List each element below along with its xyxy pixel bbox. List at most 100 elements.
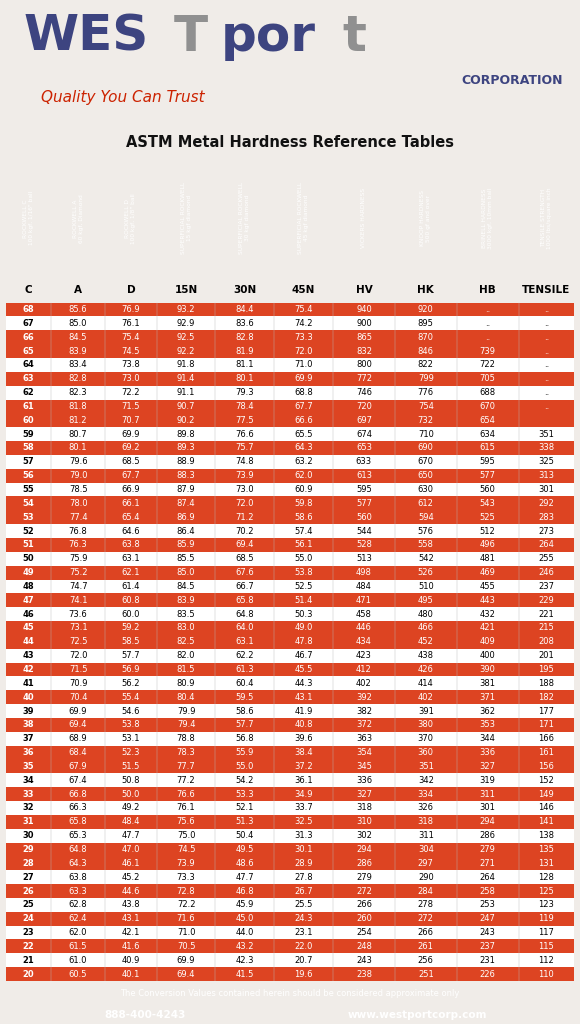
Text: C: C [25, 286, 32, 295]
Text: 48.6: 48.6 [235, 859, 254, 867]
Text: 69.4: 69.4 [69, 720, 88, 729]
Text: 57.7: 57.7 [235, 720, 254, 729]
Text: 66.3: 66.3 [69, 804, 88, 812]
Text: 940: 940 [356, 305, 372, 314]
Text: 73.3: 73.3 [294, 333, 313, 342]
Bar [6, 732, 574, 745]
Text: 634: 634 [480, 430, 496, 438]
Text: 82.0: 82.0 [177, 651, 195, 660]
Bar [6, 399, 574, 414]
Text: 83.6: 83.6 [235, 318, 254, 328]
Text: KNOOP HARDNESS
500 gf and over: KNOOP HARDNESS 500 gf and over [420, 190, 432, 247]
Text: 543: 543 [480, 499, 496, 508]
Text: 72.2: 72.2 [122, 388, 140, 397]
Text: 60.4: 60.4 [235, 679, 254, 688]
Text: 484: 484 [356, 582, 372, 591]
Text: 166: 166 [538, 734, 554, 743]
Text: 52.3: 52.3 [122, 749, 140, 757]
Text: ..: .. [485, 305, 490, 314]
Text: 481: 481 [480, 554, 496, 563]
Text: 83.4: 83.4 [69, 360, 88, 370]
Text: 264: 264 [538, 541, 554, 550]
Bar [6, 593, 574, 607]
Text: ..: .. [544, 402, 549, 411]
Text: 297: 297 [418, 859, 434, 867]
Text: 42.3: 42.3 [235, 955, 254, 965]
Text: 822: 822 [418, 360, 434, 370]
Text: 89.3: 89.3 [177, 443, 195, 453]
Text: 68.8: 68.8 [294, 388, 313, 397]
Text: 710: 710 [418, 430, 434, 438]
Text: 254: 254 [356, 928, 372, 937]
Text: 64.0: 64.0 [235, 624, 254, 633]
Text: 80.1: 80.1 [69, 443, 88, 453]
Text: 62.4: 62.4 [69, 914, 88, 924]
Text: 45.2: 45.2 [122, 872, 140, 882]
Bar [6, 967, 574, 981]
Text: 71.6: 71.6 [177, 914, 195, 924]
Text: 336: 336 [356, 776, 372, 784]
Text: 50.3: 50.3 [294, 609, 313, 618]
Text: ROCKWELL D
100 kgf, 1/8" ball: ROCKWELL D 100 kgf, 1/8" ball [125, 193, 136, 244]
Text: 67.7: 67.7 [121, 471, 140, 480]
Text: 76.1: 76.1 [177, 804, 195, 812]
Text: 363: 363 [356, 734, 372, 743]
Text: 24.3: 24.3 [294, 914, 313, 924]
Text: 70.2: 70.2 [235, 526, 254, 536]
Text: 402: 402 [356, 679, 372, 688]
Text: 73.9: 73.9 [177, 859, 195, 867]
Text: 865: 865 [356, 333, 372, 342]
Bar [6, 469, 574, 482]
Text: 84.5: 84.5 [69, 333, 88, 342]
Text: 52.1: 52.1 [235, 804, 254, 812]
Text: 251: 251 [418, 970, 434, 979]
Text: 69.4: 69.4 [177, 970, 195, 979]
Text: 455: 455 [480, 582, 495, 591]
Text: 402: 402 [418, 692, 434, 701]
Text: 41.5: 41.5 [235, 970, 254, 979]
Text: 469: 469 [480, 568, 496, 578]
Text: SUPERFICIAL ROCKWELL
30 kgf diamond: SUPERFICIAL ROCKWELL 30 kgf diamond [239, 182, 251, 254]
Text: 29: 29 [23, 845, 34, 854]
Text: 71.5: 71.5 [122, 402, 140, 411]
Text: 58.6: 58.6 [235, 707, 254, 716]
Text: 342: 342 [418, 776, 434, 784]
Text: 19.6: 19.6 [294, 970, 313, 979]
Bar [6, 953, 574, 967]
Text: www.westportcorp.com: www.westportcorp.com [348, 1010, 487, 1020]
Text: 674: 674 [356, 430, 372, 438]
Text: 115: 115 [539, 942, 554, 951]
Text: 79.4: 79.4 [177, 720, 195, 729]
Bar [6, 372, 574, 386]
Bar [6, 898, 574, 911]
Text: 69.9: 69.9 [294, 374, 313, 383]
Text: 59.2: 59.2 [122, 624, 140, 633]
Text: 32.5: 32.5 [294, 817, 313, 826]
Text: 576: 576 [418, 526, 434, 536]
Text: 371: 371 [480, 692, 496, 701]
Text: 39.6: 39.6 [294, 734, 313, 743]
Text: 318: 318 [356, 804, 372, 812]
Text: 45.9: 45.9 [235, 900, 254, 909]
Text: 141: 141 [539, 817, 554, 826]
Text: 40.9: 40.9 [122, 955, 140, 965]
Text: 87.4: 87.4 [177, 499, 195, 508]
Text: 334: 334 [418, 790, 434, 799]
Text: 237: 237 [538, 582, 554, 591]
Text: 80.7: 80.7 [69, 430, 88, 438]
Text: 304: 304 [418, 845, 434, 854]
Text: 63.8: 63.8 [69, 872, 88, 882]
Text: 74.5: 74.5 [122, 346, 140, 355]
Text: 81.2: 81.2 [69, 416, 88, 425]
Text: 221: 221 [539, 609, 554, 618]
Text: 45N: 45N [292, 286, 316, 295]
Text: ..: .. [544, 374, 549, 383]
Bar [6, 510, 574, 524]
Text: ROCKWELL C
100 kgf, 1/16" ball: ROCKWELL C 100 kgf, 1/16" ball [23, 191, 34, 246]
Text: 43.2: 43.2 [235, 942, 254, 951]
Text: SUPERFICIAL ROCKWELL
45 kgf diamond: SUPERFICIAL ROCKWELL 45 kgf diamond [298, 182, 309, 254]
Text: 560: 560 [356, 513, 372, 521]
Text: 76.6: 76.6 [235, 430, 254, 438]
Text: 60.9: 60.9 [294, 485, 313, 494]
Text: 50: 50 [23, 554, 34, 563]
